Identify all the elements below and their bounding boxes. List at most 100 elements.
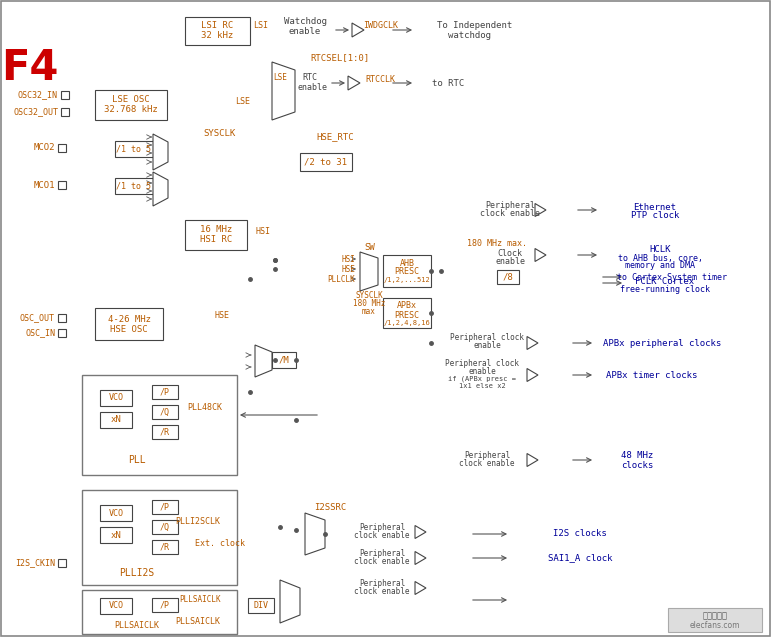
Text: 1x1 else x2: 1x1 else x2 (459, 383, 505, 389)
Polygon shape (527, 454, 538, 466)
Bar (95, 308, 163, 340)
Bar (272, 352, 296, 368)
Text: enable: enable (298, 83, 328, 92)
Text: APBx timer clocks: APBx timer clocks (606, 371, 698, 380)
Text: 48 MHz: 48 MHz (621, 452, 653, 461)
Text: VCO: VCO (109, 601, 123, 610)
Text: enable: enable (289, 27, 322, 36)
Text: /P: /P (160, 503, 170, 512)
Text: watchdog: watchdog (449, 31, 491, 39)
Text: Watchdog: Watchdog (284, 17, 326, 27)
Text: 180 MHz: 180 MHz (353, 299, 386, 308)
Bar (82, 490, 237, 585)
Polygon shape (415, 552, 426, 564)
Polygon shape (415, 582, 426, 594)
Text: HSE OSC: HSE OSC (110, 324, 148, 334)
Text: AHB: AHB (399, 259, 415, 268)
Text: APBx: APBx (397, 301, 417, 310)
Text: /R: /R (160, 427, 170, 436)
Text: PLLI2SCLK: PLLI2SCLK (176, 517, 221, 527)
Text: to Cortex System timer: to Cortex System timer (617, 273, 727, 282)
Polygon shape (527, 336, 538, 350)
Text: 32.768 kHz: 32.768 kHz (104, 106, 158, 115)
Bar (61, 91, 69, 99)
Text: VCO: VCO (109, 508, 123, 517)
Bar (152, 385, 178, 399)
Text: clock enable: clock enable (460, 459, 515, 468)
Bar (100, 505, 132, 521)
Polygon shape (527, 368, 538, 382)
Text: HCLK: HCLK (649, 245, 671, 255)
Text: OSC32_IN: OSC32_IN (18, 90, 58, 99)
Text: free-running clock: free-running clock (620, 285, 710, 294)
Text: /R: /R (160, 543, 170, 552)
Text: clock enable: clock enable (354, 531, 409, 540)
Text: xN: xN (110, 415, 121, 424)
Text: PLLI2S: PLLI2S (120, 568, 155, 578)
Polygon shape (348, 76, 360, 90)
Text: 电子发烧友: 电子发烧友 (702, 612, 728, 620)
Text: LSI: LSI (254, 22, 268, 31)
Text: LSE: LSE (273, 73, 287, 83)
Text: /P: /P (160, 601, 170, 610)
Bar (152, 520, 178, 534)
Text: HSE_RTC: HSE_RTC (316, 132, 354, 141)
Text: to RTC: to RTC (432, 78, 464, 87)
Text: APBx peripheral clocks: APBx peripheral clocks (603, 338, 721, 348)
Bar (100, 412, 132, 428)
Text: PRESC: PRESC (395, 268, 419, 276)
Text: memory and DMA: memory and DMA (625, 262, 695, 271)
Bar (300, 153, 352, 171)
Text: HSE: HSE (341, 264, 355, 273)
Text: LSI RC: LSI RC (201, 22, 233, 31)
Bar (82, 375, 237, 475)
Text: Peripheral: Peripheral (359, 578, 405, 587)
Text: enable: enable (468, 366, 496, 375)
Text: FCLK Cortex: FCLK Cortex (635, 276, 695, 285)
Bar (497, 270, 519, 284)
Text: DIV: DIV (254, 601, 268, 610)
Text: Peripheral: Peripheral (464, 450, 510, 459)
Text: To Independent: To Independent (437, 22, 513, 31)
Text: OSC32_OUT: OSC32_OUT (13, 108, 58, 117)
Polygon shape (272, 62, 295, 120)
Bar (58, 144, 66, 152)
Text: /1,2,4,8,16: /1,2,4,8,16 (384, 320, 430, 326)
Text: PLLCLK: PLLCLK (327, 275, 355, 283)
Bar (100, 598, 132, 614)
Text: HSI RC: HSI RC (200, 236, 232, 245)
Text: xN: xN (110, 531, 121, 540)
Polygon shape (280, 580, 300, 623)
Bar (185, 220, 247, 250)
Text: 16 MHz: 16 MHz (200, 225, 232, 234)
Text: PLLSAICLK: PLLSAICLK (176, 617, 221, 627)
Bar (58, 329, 66, 337)
Text: /P: /P (160, 387, 170, 396)
Bar (95, 90, 167, 120)
Text: PLLSAICLK: PLLSAICLK (179, 596, 221, 605)
Polygon shape (535, 248, 546, 262)
Text: PLLSAICLK: PLLSAICLK (115, 620, 160, 629)
Text: RTC: RTC (302, 73, 318, 83)
Text: MCO1: MCO1 (33, 180, 55, 189)
Text: Ethernet: Ethernet (634, 203, 676, 211)
Text: Ext. clock: Ext. clock (195, 538, 245, 547)
Text: clock enable: clock enable (480, 208, 540, 217)
Polygon shape (153, 134, 168, 170)
Text: 32 kHz: 32 kHz (201, 31, 233, 41)
Text: 180 MHz max.: 180 MHz max. (467, 238, 527, 248)
Bar (100, 527, 132, 543)
Bar (152, 598, 178, 612)
Text: /M: /M (278, 355, 289, 364)
Text: MCO2: MCO2 (33, 143, 55, 152)
Text: LSE OSC: LSE OSC (113, 96, 150, 104)
Text: max: max (362, 306, 376, 315)
Polygon shape (360, 252, 378, 291)
Text: SYSCLK: SYSCLK (355, 290, 383, 299)
Text: SAI1_A clock: SAI1_A clock (547, 554, 612, 562)
Bar (58, 314, 66, 322)
Polygon shape (535, 203, 546, 217)
Text: PRESC: PRESC (395, 310, 419, 320)
Text: /Q: /Q (160, 408, 170, 417)
Text: SYSCLK: SYSCLK (204, 129, 236, 138)
